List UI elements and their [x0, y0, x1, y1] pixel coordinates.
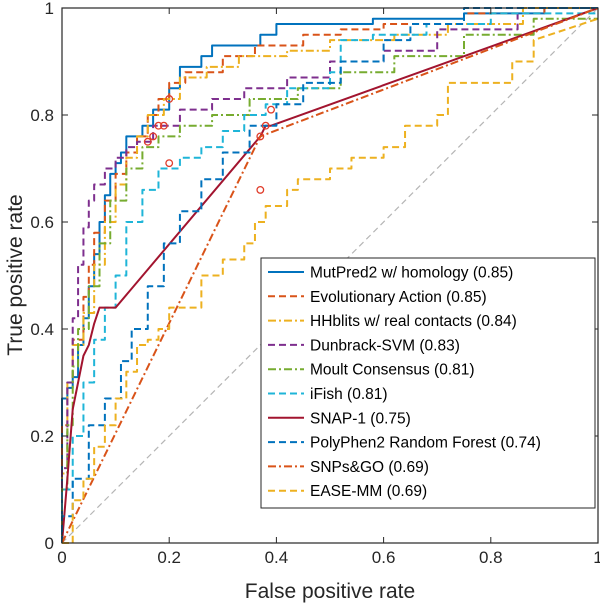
marker-layer: [143, 94, 275, 194]
y-tick-label: 1: [45, 0, 54, 18]
legend-label-2: Evolutionary Action (0.85): [310, 289, 487, 306]
x-tick-label: 1: [593, 548, 600, 567]
y-tick-label: 0.2: [30, 427, 54, 446]
x-tick-label: 0: [57, 548, 66, 567]
legend-label-6: iFish (0.81): [310, 386, 388, 403]
legend-entries: MutPred2 w/ homology (0.85) Evolutionary …: [268, 265, 541, 500]
operating-point-marker-2: [154, 121, 163, 130]
operating-point-marker-1: [165, 94, 174, 103]
legend: MutPred2 w/ homology (0.85) Evolutionary …: [260, 257, 596, 509]
operating-point-marker-4: [149, 132, 158, 141]
operating-point-marker-7: [267, 105, 275, 114]
series-line-9: [61, 7, 599, 544]
series-line-2: [61, 7, 598, 543]
operating-point-marker-9: [256, 132, 265, 141]
series-layer: [61, 7, 599, 544]
y-axis-title: True positive rate: [4, 194, 27, 355]
legend-label-10: EASE-MM (0.69): [310, 483, 427, 500]
operating-point-marker-8: [261, 121, 270, 130]
operating-point-marker-6: [165, 159, 174, 168]
operating-point-marker-10: [256, 185, 265, 194]
x-tick-label: 0.8: [479, 548, 503, 567]
y-tick-label: 0.6: [30, 213, 54, 232]
legend-label-5: Moult Consensus (0.81): [310, 362, 475, 379]
series-line-8: [61, 7, 598, 543]
y-tick-label: 0.8: [30, 106, 54, 125]
y-tick-label: 0.4: [30, 320, 54, 339]
legend-label-4: Dunbrack-SVM (0.83): [310, 337, 460, 354]
series-line-4: [61, 7, 598, 543]
legend-box: [260, 257, 596, 509]
y-tick-label: 0: [45, 534, 54, 553]
x-tick-label: 0.4: [265, 548, 289, 567]
series-line-3: [61, 7, 598, 543]
legend-label-3: HHblits w/ real contacts (0.84): [310, 313, 517, 330]
series-line-10: [62, 17, 599, 544]
plot-frame: [61, 7, 599, 544]
x-tick-label: 0.2: [157, 548, 181, 567]
series-line-6: [61, 12, 598, 543]
tick-layer: 0 0.2 0.4 0.6 0.8 1 0 0.2 0.4 0.6 0.8 1: [30, 0, 600, 567]
diagonal-layer: [61, 7, 599, 544]
x-tick-label: 0.6: [372, 548, 396, 567]
series-line-5: [61, 17, 598, 543]
diagonal-reference-line: [61, 7, 599, 544]
operating-point-marker-3: [159, 121, 168, 130]
legend-label-7: SNAP-1 (0.75): [310, 410, 411, 427]
x-axis-title: False positive rate: [245, 580, 415, 603]
legend-label-9: SNPs&GO (0.69): [310, 459, 429, 476]
operating-point-marker-5: [143, 137, 152, 146]
legend-label-1: MutPred2 w/ homology (0.85): [310, 265, 513, 282]
legend-label-8: PolyPhen2 Random Forest (0.74): [310, 435, 541, 452]
